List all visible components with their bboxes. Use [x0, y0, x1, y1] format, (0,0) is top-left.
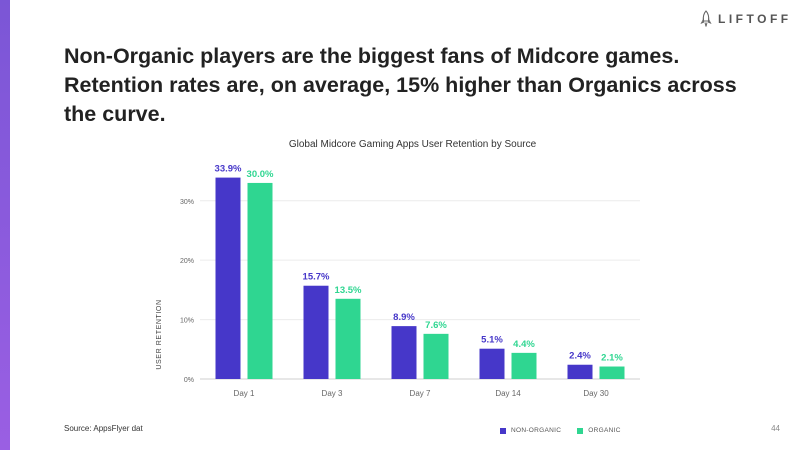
- y-tick-label: 30%: [180, 199, 194, 206]
- bar-non-organic: [567, 364, 593, 379]
- accent-bar: [0, 0, 10, 450]
- bar-non-organic: [303, 285, 329, 379]
- x-tick-label: Day 3: [322, 389, 343, 398]
- bar-organic: [511, 352, 537, 379]
- bar-organic: [599, 366, 625, 379]
- chart-legend: NON-ORGANIC ORGANIC: [500, 427, 637, 434]
- bar-non-organic: [391, 326, 417, 379]
- page-headline: Non-Organic players are the biggest fans…: [64, 44, 737, 126]
- y-tick-label: 10%: [180, 318, 194, 325]
- y-tick-label: 0%: [184, 377, 194, 384]
- legend-label-non-organic: NON-ORGANIC: [511, 427, 562, 434]
- bar-non-organic: [479, 348, 505, 379]
- y-tick-label: 20%: [180, 258, 194, 265]
- data-label-organic: 7.6%: [425, 320, 447, 331]
- legend-label-organic: ORGANIC: [588, 427, 621, 434]
- page-number: 44: [771, 424, 780, 433]
- bar-non-organic: [215, 177, 241, 379]
- x-tick-label: Day 1: [234, 389, 255, 398]
- data-label-organic: 30.0%: [247, 169, 274, 180]
- data-label-non-organic: 5.1%: [481, 335, 503, 346]
- data-label-non-organic: 8.9%: [393, 312, 415, 323]
- bar-organic: [423, 333, 449, 379]
- bar-organic: [335, 298, 361, 379]
- x-tick-label: Day 30: [583, 389, 609, 398]
- legend-swatch-organic: [577, 427, 584, 434]
- brand-logo: LIFTOFF: [700, 10, 792, 28]
- bar-organic: [247, 182, 273, 379]
- data-label-organic: 13.5%: [335, 285, 362, 296]
- data-label-non-organic: 15.7%: [303, 272, 330, 283]
- data-label-organic: 2.1%: [601, 353, 623, 364]
- x-tick-label: Day 7: [410, 389, 431, 398]
- data-label-organic: 4.4%: [513, 339, 535, 350]
- chart-title: Global Midcore Gaming Apps User Retentio…: [288, 139, 537, 150]
- rocket-icon: [700, 10, 712, 27]
- legend-swatch-non-organic: [500, 427, 506, 434]
- x-tick-label: Day 14: [495, 389, 521, 398]
- data-label-non-organic: 2.4%: [569, 351, 591, 362]
- legend-item-non-organic: NON-ORGANIC: [500, 427, 561, 434]
- legend-item-organic: ORGANIC: [577, 427, 620, 434]
- brand-name: LIFTOFF: [718, 12, 792, 26]
- source-note: Source: AppsFlyer dat: [64, 424, 143, 433]
- y-axis-label: USER RETENTION: [156, 299, 163, 369]
- data-label-non-organic: 33.9%: [215, 164, 242, 175]
